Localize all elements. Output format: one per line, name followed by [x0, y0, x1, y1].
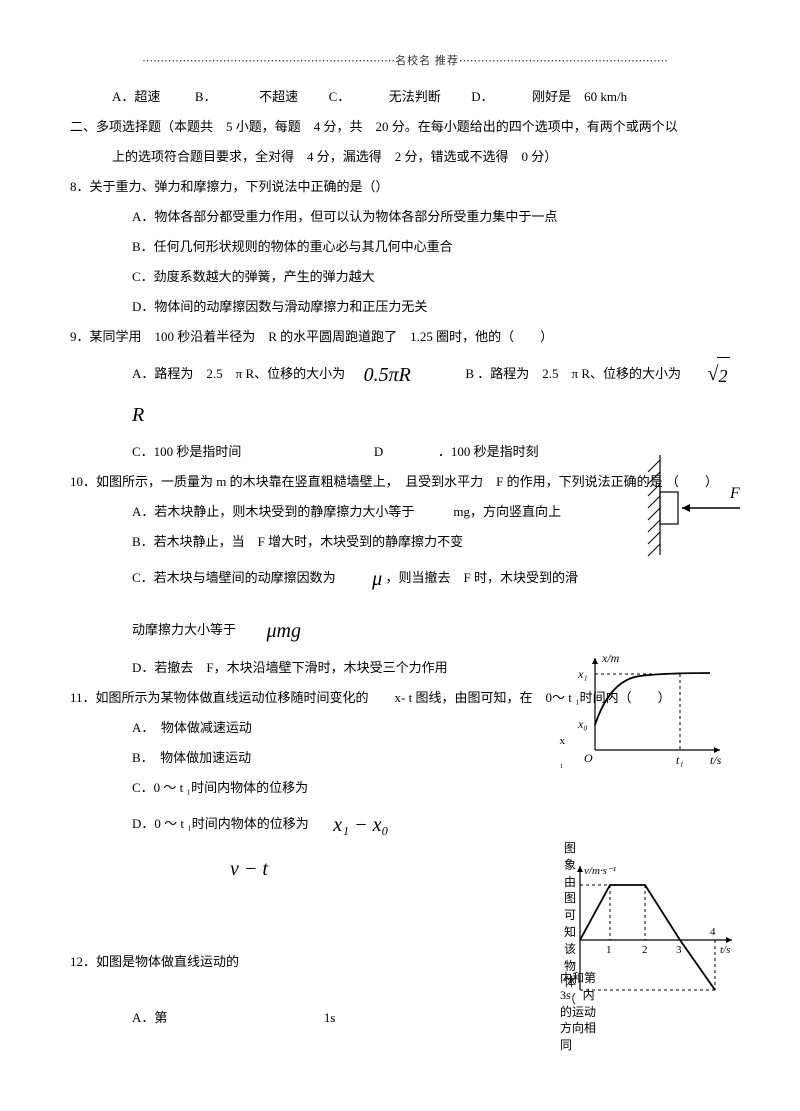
svg-text:4: 4 [710, 926, 716, 938]
opt-d-text: 刚好是 60 km/h [532, 89, 627, 104]
opt-d: D． [471, 89, 493, 104]
header-dots-left: ⋯⋯⋯⋯⋯⋯⋯⋯⋯⋯⋯⋯⋯⋯⋯⋯⋯⋯⋯⋯⋯⋯⋯ [142, 55, 395, 67]
svg-text:t/s: t/s [720, 944, 730, 956]
opt-c: C． [329, 89, 351, 104]
q11-opt-c: C．0 ～ t ₁时间内物体的位移为 [132, 775, 740, 801]
q9-c: C．100 秒是指时间 [132, 444, 241, 459]
svg-text:x₁: x₁ [577, 667, 588, 681]
q10-c2-pre: 动摩擦力大小等于 [132, 622, 236, 637]
opt-c-text: 无法判断 [389, 89, 441, 104]
q10-c-post: ，则当撤去 F 时，木块受到的滑 [385, 570, 577, 585]
q12-figure: v/m·s⁻¹ t/s 1 2 3 4 [560, 860, 740, 1000]
q11-x1-side: x ₁ [560, 730, 566, 774]
q12-a-val: 1s [324, 1010, 336, 1025]
page-header: ⋯⋯⋯⋯⋯⋯⋯⋯⋯⋯⋯⋯⋯⋯⋯⋯⋯⋯⋯⋯⋯⋯⋯名校名 推荐⋯⋯⋯⋯⋯⋯⋯⋯⋯⋯⋯… [70, 50, 740, 72]
q8-opt-a: A．物体各部分都受重力作用，但可以认为物体各部分所受重力集中于一点 [132, 204, 740, 230]
svg-text:t₁: t₁ [676, 753, 684, 767]
q8-opt-b: B．任何几何形状规则的物体的重心必与其几何中心重合 [132, 234, 740, 260]
opt-a: A．超速 [112, 89, 160, 104]
q9-a-formula: 0.5πR [364, 355, 411, 395]
q10-figure: F [640, 450, 750, 560]
q9-opt-ab: A．路程为 2.5 π R、位移的大小为 0.5πR B ．路程为 2.5 π … [132, 354, 740, 435]
q9-d-pre: D [374, 444, 383, 459]
svg-text:x₀: x₀ [577, 717, 588, 731]
prev-question-options: A．超速 B． 不超速 C． 无法判断 D． 刚好是 60 km/h [112, 84, 740, 110]
svg-text:2: 2 [642, 944, 648, 956]
header-dots-right: ⋯⋯⋯⋯⋯⋯⋯⋯⋯⋯⋯⋯⋯⋯⋯⋯⋯⋯⋯ [459, 55, 668, 67]
q10-opt-c-line2: 动摩擦力大小等于 μmg [132, 611, 740, 651]
q11-opt-d: D．0 ～ t ₁时间内物体的位移为 x₁ − x₀ [132, 805, 740, 845]
q9-stem: 9．某同学用 100 秒沿着半径为 R 的水平圆周跑道跑了 1.25 圈时，他的… [70, 324, 740, 350]
q9-b-R: R [132, 395, 144, 435]
q9-d-text: ．100 秒是指时刻 [438, 444, 539, 459]
q8-opt-d: D．物体间的动摩擦因数与滑动摩擦力和正压力无关 [132, 294, 740, 320]
section2-title: 二、多项选择题（本题共 5 小题，每题 4 分，共 20 分。在每小题给出的四个… [70, 114, 740, 140]
svg-text:1: 1 [606, 944, 612, 956]
q11-d-pre: D．0 ～ t ₁时间内物体的位移为 [132, 816, 309, 831]
q9-a-pre: A．路程为 2.5 π R、位移的大小为 [132, 366, 345, 381]
q9-b-pre: B ．路程为 2.5 π R、位移的大小为 [465, 366, 681, 381]
q11-figure: x/m t/s x₁ x₀ t₁ O [570, 650, 730, 770]
mu-mg-formula: μmg [267, 611, 301, 651]
q8-stem: 8．关于重力、弹力和摩擦力，下列说法中正确的是（） [70, 174, 740, 200]
header-text: 名校名 推荐 [395, 55, 459, 67]
opt-b: B． [195, 89, 217, 104]
q8-opt-c: C．劲度系数越大的弹簧，产生的弹力越大 [132, 264, 740, 290]
opt-b-text: 不超速 [259, 89, 298, 104]
svg-text:3: 3 [676, 944, 682, 956]
svg-text:O: O [584, 751, 593, 765]
svg-text:t/s: t/s [710, 753, 722, 767]
q10-c-pre: C．若木块与墙壁间的动摩擦因数为 [132, 570, 336, 585]
q12-a-pre: A．第 [132, 1010, 167, 1025]
q11-d-formula: x₁ − x₀ [333, 805, 388, 845]
q10-opt-c-line1: C．若木块与墙壁间的动摩擦因数为 μ ，则当撤去 F 时，木块受到的滑 [132, 559, 740, 599]
q11-c-text: C．0 ～ t ₁时间内物体的位移为 [132, 780, 308, 795]
svg-text:x/m: x/m [601, 651, 620, 665]
q9-b-sqrt: 2 [717, 357, 730, 394]
svg-text:v/m·s⁻¹: v/m·s⁻¹ [584, 865, 616, 877]
q12-opt-a: A．第 1s [132, 1005, 740, 1031]
mu-symbol: μ [372, 559, 382, 599]
section2-title-cont: 上的选项符合题目要求，全对得 4 分，漏选得 2 分，错选或不选得 0 分） [112, 144, 740, 170]
force-label: F [729, 485, 740, 502]
